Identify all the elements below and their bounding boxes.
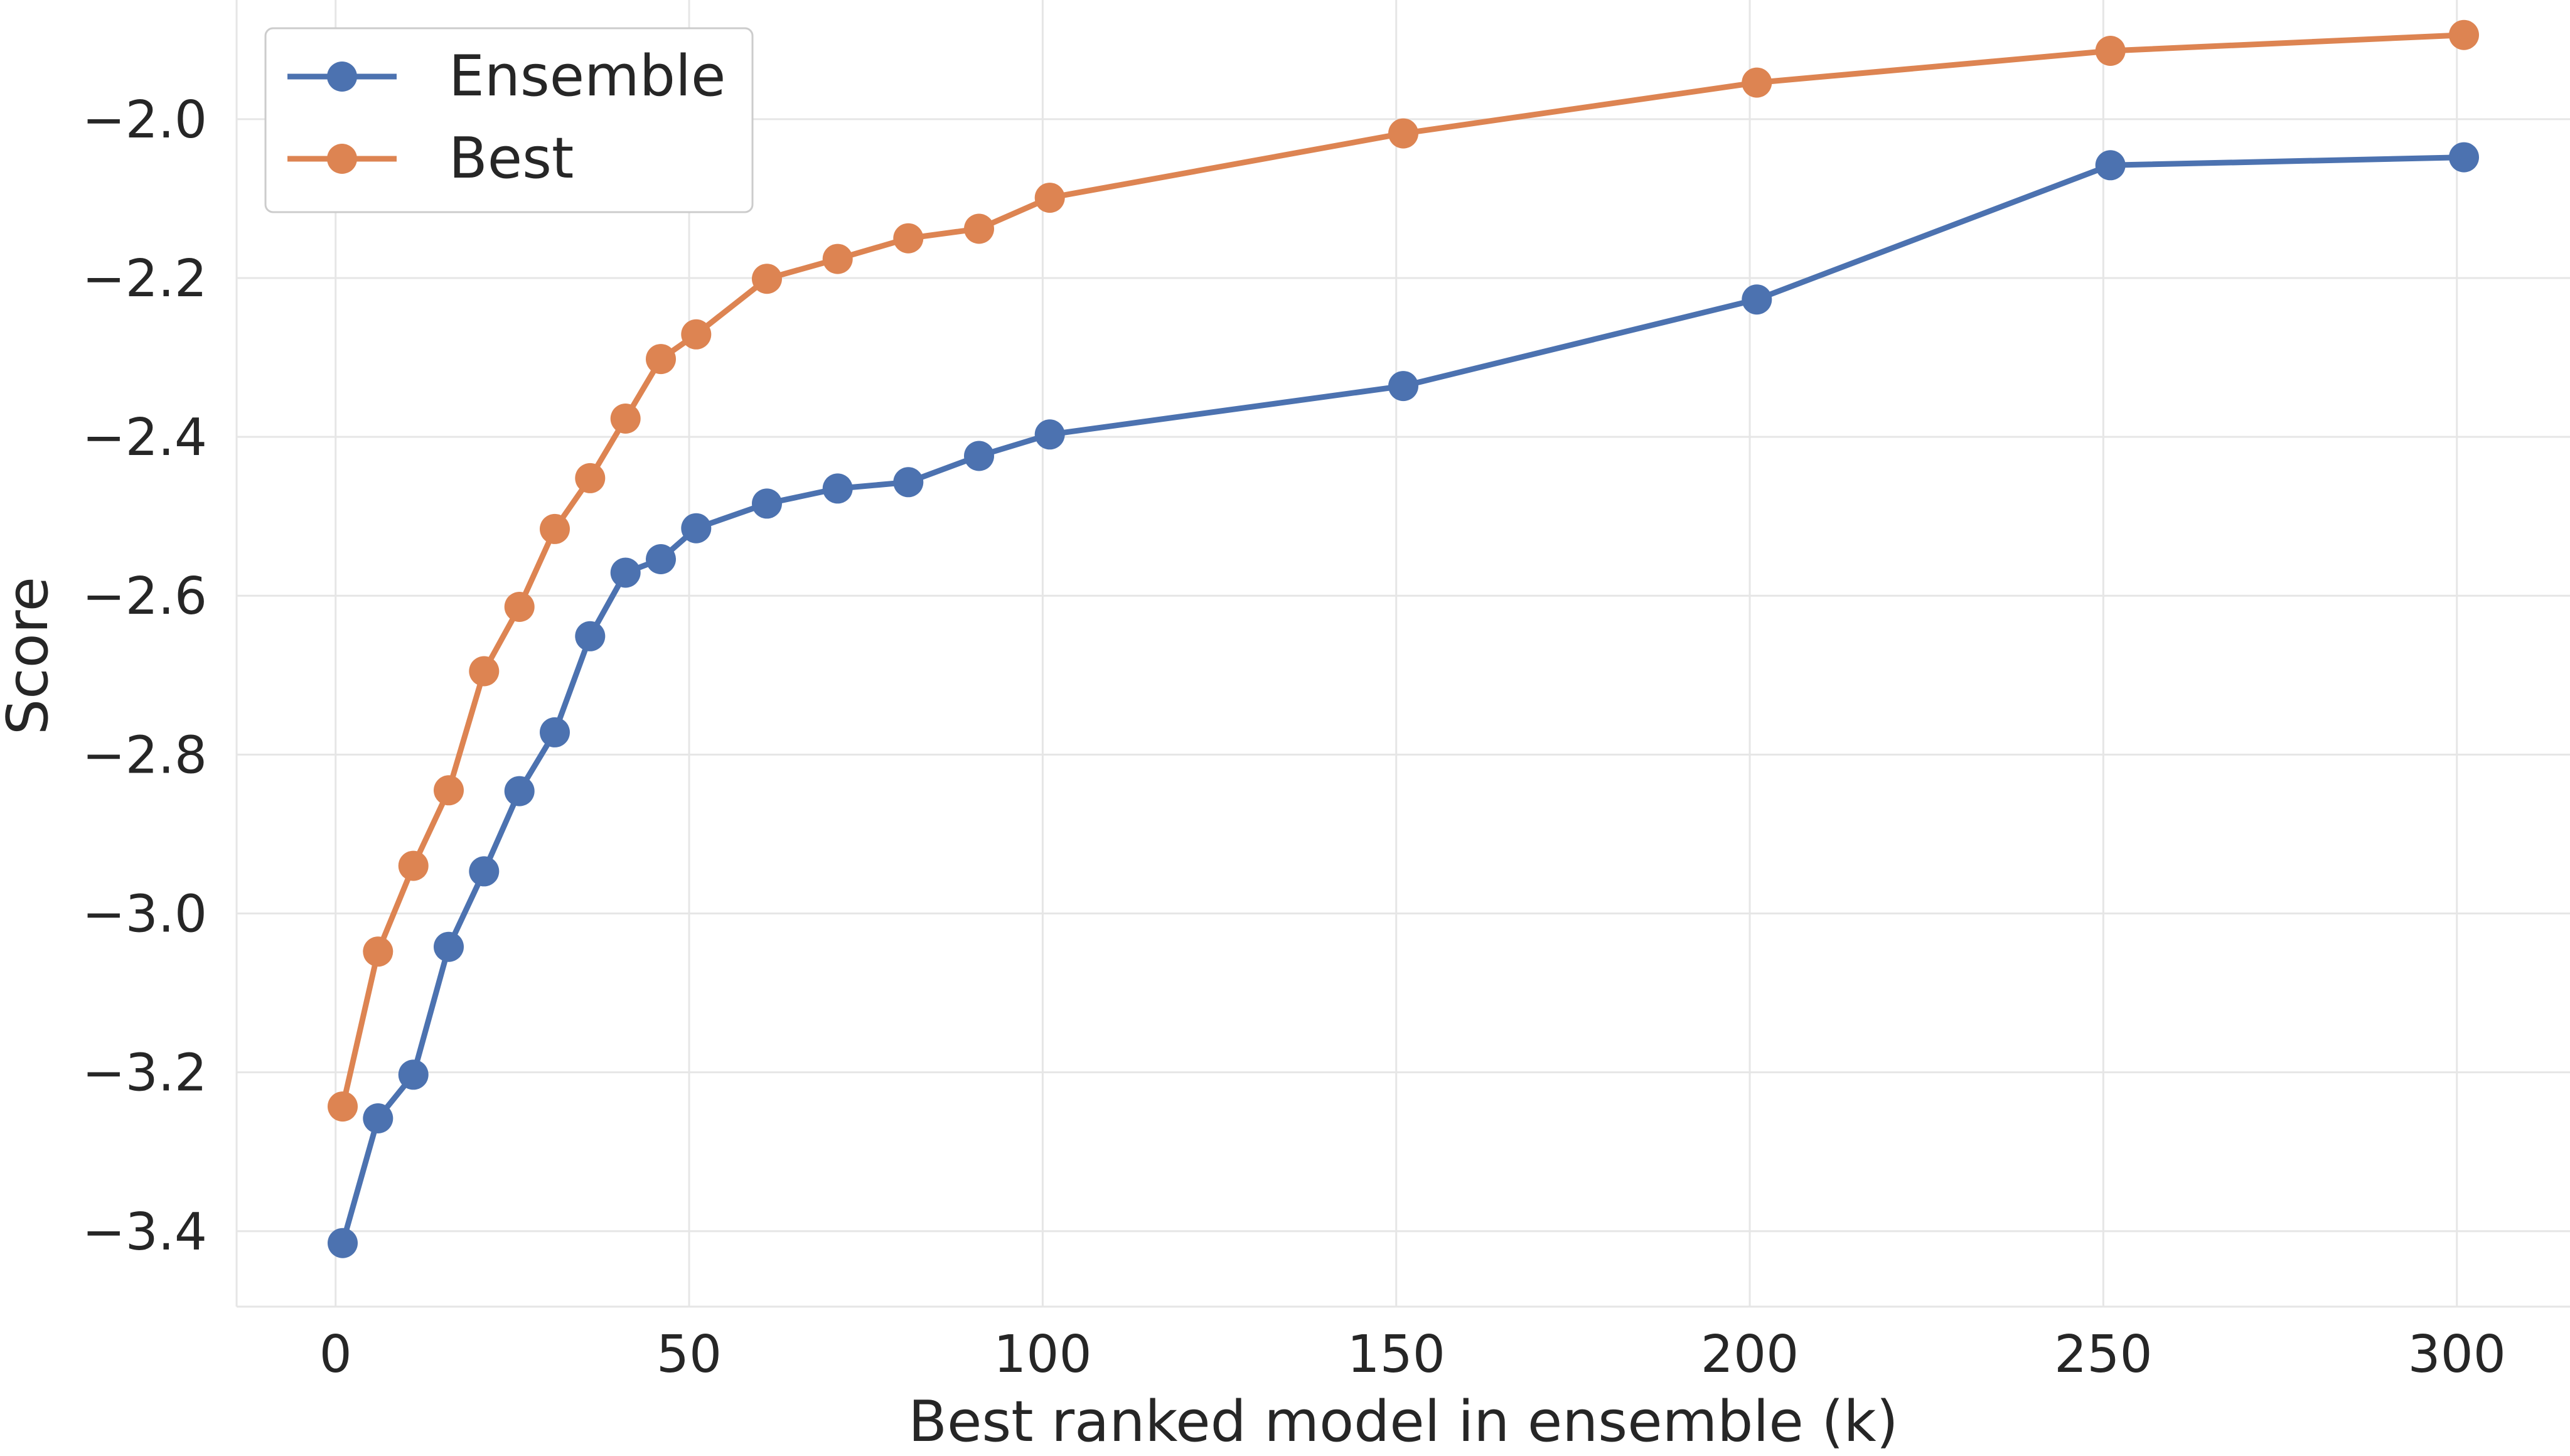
series-line-best — [340, 32, 2467, 1110]
data-point-ensemble — [681, 513, 712, 543]
data-point-ensemble — [752, 488, 782, 519]
data-point-best — [2449, 19, 2479, 50]
y-tick-label: −2.2 — [82, 249, 207, 309]
y-tick-label: −2.6 — [82, 567, 207, 626]
data-point-best — [646, 344, 676, 375]
data-point-ensemble — [964, 441, 994, 471]
data-point-ensemble — [2449, 142, 2479, 173]
data-point-best — [2095, 36, 2126, 66]
data-point-ensemble — [363, 1103, 394, 1133]
data-point-best — [363, 936, 394, 967]
data-point-best — [822, 244, 853, 274]
x-tick-label: 50 — [656, 1325, 722, 1384]
x-tick-label: 0 — [319, 1325, 352, 1384]
data-point-best — [434, 775, 464, 806]
data-point-best — [964, 213, 994, 244]
plot-area — [237, 0, 2570, 1307]
legend-best-label: Best — [449, 126, 574, 191]
y-tick-label: −2.4 — [82, 408, 207, 468]
data-point-best — [575, 463, 606, 493]
data-point-best — [1034, 183, 1065, 213]
data-point-ensemble — [893, 467, 924, 498]
data-point-ensemble — [822, 473, 853, 504]
series-best — [328, 19, 2479, 1122]
x-tick-label: 200 — [1701, 1325, 1799, 1384]
x-tick-labels: 0 50 100 150 200 250 300 — [319, 1325, 2506, 1384]
x-tick-label: 300 — [2407, 1325, 2506, 1384]
data-point-ensemble — [575, 621, 606, 651]
series-ensemble — [328, 142, 2479, 1258]
series-group — [328, 19, 2479, 1258]
data-point-best — [893, 223, 924, 254]
data-point-best — [504, 592, 535, 622]
data-point-ensemble — [1388, 371, 1418, 402]
data-point-ensemble — [1742, 284, 1772, 315]
y-tick-label: −3.4 — [82, 1202, 207, 1262]
y-tick-labels: −3.4 −3.2 −3.0 −2.8 −2.6 −2.4 −2.2 −2.0 — [82, 90, 207, 1262]
legend: Ensemble Best — [264, 27, 754, 213]
data-point-best — [1742, 67, 1772, 98]
data-point-best — [469, 656, 500, 687]
data-point-ensemble — [2095, 150, 2126, 181]
data-point-ensemble — [434, 931, 464, 962]
data-point-best — [1388, 118, 1418, 149]
x-tick-label: 250 — [2054, 1325, 2153, 1384]
data-point-ensemble — [646, 544, 676, 574]
legend-ensemble-label: Ensemble — [449, 43, 725, 109]
data-point-best — [681, 319, 712, 350]
x-axis-label: Best ranked model in ensemble (k) — [908, 1389, 1898, 1455]
y-tick-label: −2.8 — [82, 725, 207, 785]
data-point-best — [328, 1091, 358, 1122]
y-tick-label: −3.2 — [82, 1044, 207, 1103]
x-tick-label: 150 — [1347, 1325, 1445, 1384]
data-point-ensemble — [610, 557, 641, 588]
y-tick-label: −2.0 — [82, 90, 207, 150]
data-point-best — [610, 404, 641, 434]
data-point-best — [752, 264, 782, 294]
data-point-ensemble — [540, 717, 570, 747]
legend-ensemble-marker — [327, 62, 357, 92]
data-point-ensemble — [469, 856, 500, 887]
y-tick-label: −3.0 — [82, 885, 207, 945]
legend-best-marker — [327, 144, 357, 174]
data-point-best — [540, 513, 570, 544]
x-tick-label: 100 — [993, 1325, 1092, 1384]
data-point-ensemble — [398, 1059, 429, 1090]
data-point-ensemble — [328, 1228, 358, 1258]
y-axis-label: Score — [0, 577, 61, 735]
data-point-ensemble — [1034, 419, 1065, 450]
data-point-best — [398, 850, 429, 881]
axes — [235, 0, 2570, 1308]
data-point-ensemble — [504, 776, 535, 806]
